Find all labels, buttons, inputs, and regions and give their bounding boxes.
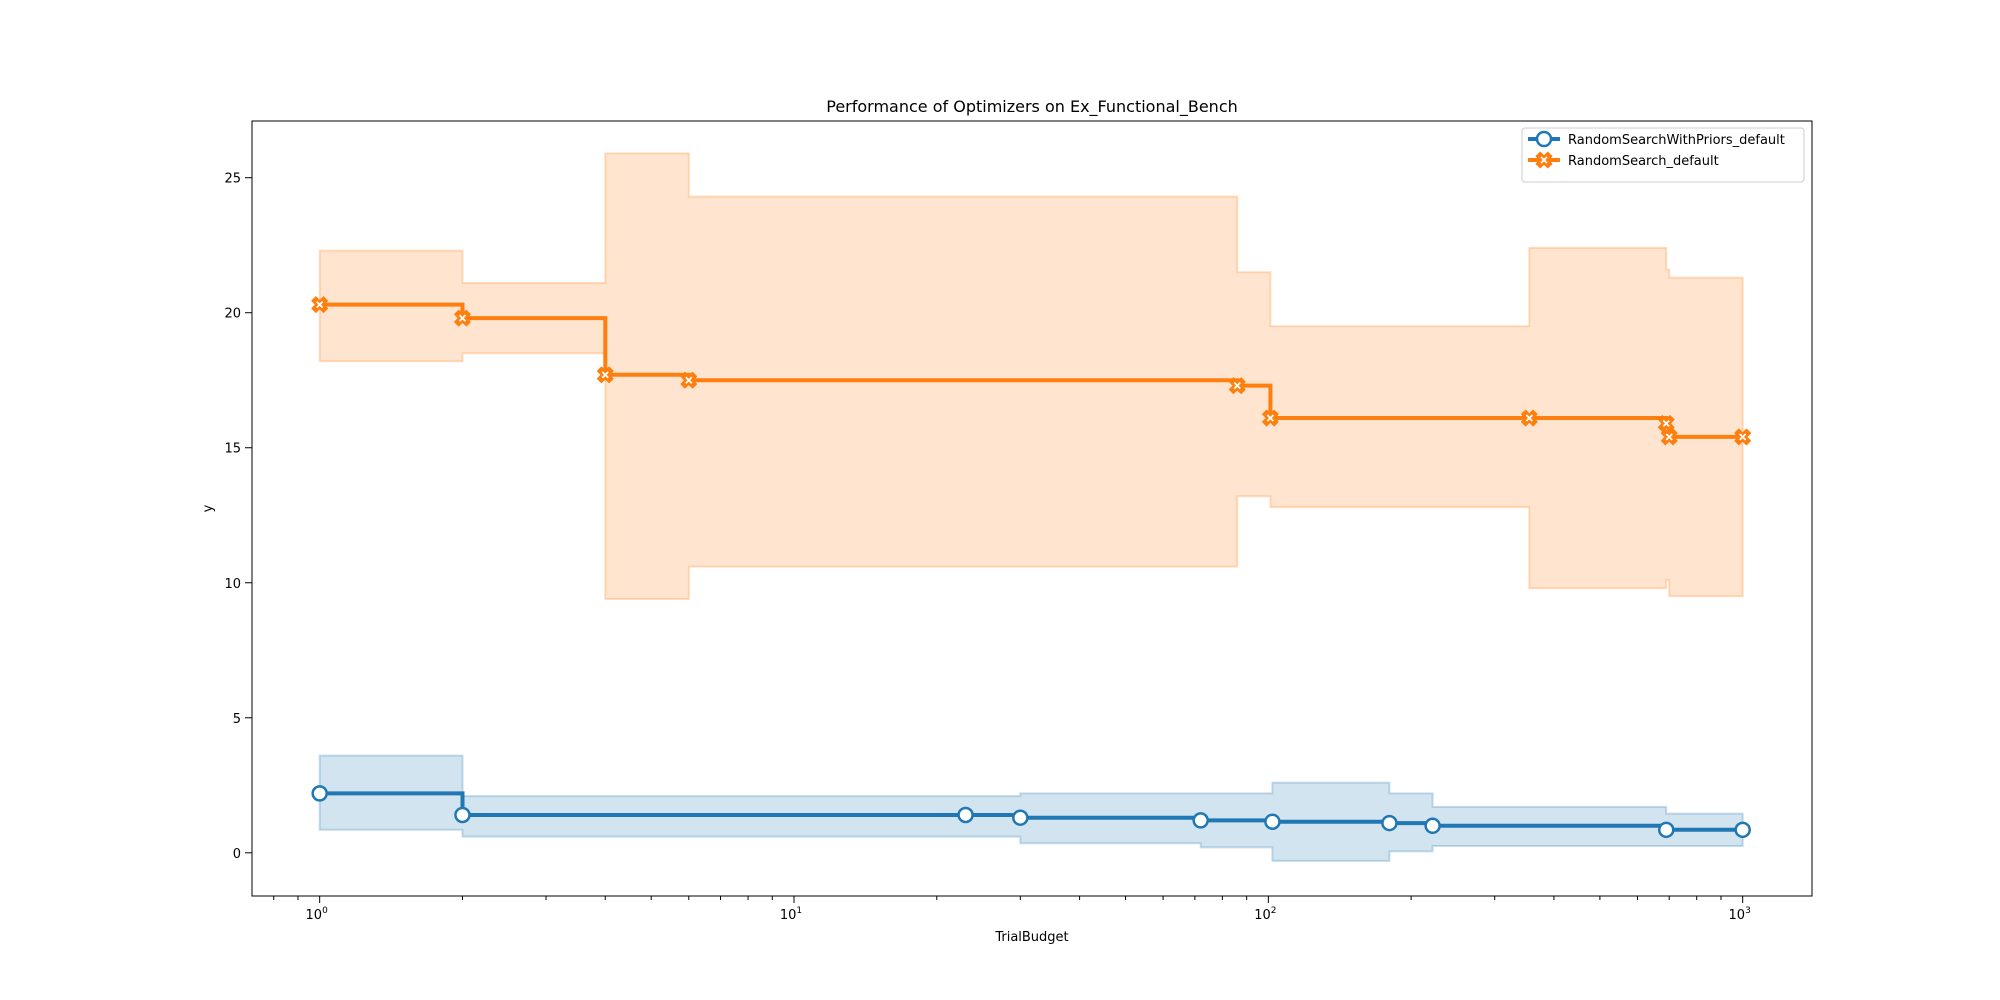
randomsearch-default-point xyxy=(1262,409,1279,427)
randomsearch-default-point xyxy=(680,371,698,389)
randomsearchwithpriors-default-point xyxy=(311,785,328,802)
chart-title: Performance of Optimizers on Ex_Function… xyxy=(826,97,1238,117)
confidence-bands xyxy=(318,152,1744,862)
y-tick-label: 10 xyxy=(224,577,241,592)
randomsearchwithpriors-default-point xyxy=(1657,821,1675,839)
randomsearchwithpriors-default-point xyxy=(1734,821,1751,839)
randomsearch-default-point xyxy=(596,366,614,384)
x-tick-label: 101 xyxy=(780,906,802,923)
randomsearch-default-legend-marker xyxy=(1535,151,1553,169)
x-axis-ticks: 100 101 102 103 xyxy=(273,896,1751,923)
randomsearch-default-point xyxy=(1657,415,1675,432)
axes-frame xyxy=(251,120,1813,897)
randomsearchwithpriors-default-point xyxy=(1264,813,1281,830)
randomsearchwithpriors-default-point xyxy=(1012,809,1029,826)
y-tick-label: 20 xyxy=(224,307,241,322)
randomsearch-default-point xyxy=(1228,377,1246,394)
x-tick-label: 100 xyxy=(306,906,329,923)
legend: RandomSearchWithPriors_default RandomSear… xyxy=(1521,127,1805,183)
randomsearch-default-point xyxy=(454,309,471,327)
randomsearch-default-point xyxy=(1660,428,1678,446)
y-axis-label: y xyxy=(201,504,216,512)
randomsearchwithpriors-default-point xyxy=(1424,817,1441,835)
y-tick-label: 5 xyxy=(233,712,241,727)
randomsearch-default-point xyxy=(1521,409,1538,427)
randomsearchwithpriors-default-point xyxy=(957,806,974,824)
y-axis-ticks: 0 5 10 15 20 25 xyxy=(224,172,252,862)
legend-box xyxy=(1521,127,1805,183)
y-tick-label: 25 xyxy=(224,172,241,187)
randomsearch-default-band xyxy=(318,152,1744,600)
randomsearchwithpriors-default-point xyxy=(1381,814,1398,832)
x-axis-label: TrialBudget xyxy=(994,930,1068,945)
randomsearchwithpriors-default-band xyxy=(318,754,1744,862)
randomsearchwithpriors-default-legend-marker xyxy=(1535,130,1553,148)
series-markers xyxy=(311,296,1751,839)
randomsearchwithpriors-default-point xyxy=(454,806,471,824)
randomsearch-default-legend-label: RandomSearch_default xyxy=(1568,154,1719,169)
randomsearch-default-point xyxy=(1734,428,1751,446)
y-tick-label: 0 xyxy=(233,847,241,862)
randomsearch-default-point xyxy=(311,296,328,313)
randomsearchwithpriors-default-legend-label: RandomSearchWithPriors_default xyxy=(1568,133,1785,148)
x-tick-label: 103 xyxy=(1729,906,1751,923)
x-tick-label: 102 xyxy=(1254,906,1276,923)
y-tick-label: 15 xyxy=(224,442,241,457)
randomsearchwithpriors-default-point xyxy=(1192,812,1209,829)
